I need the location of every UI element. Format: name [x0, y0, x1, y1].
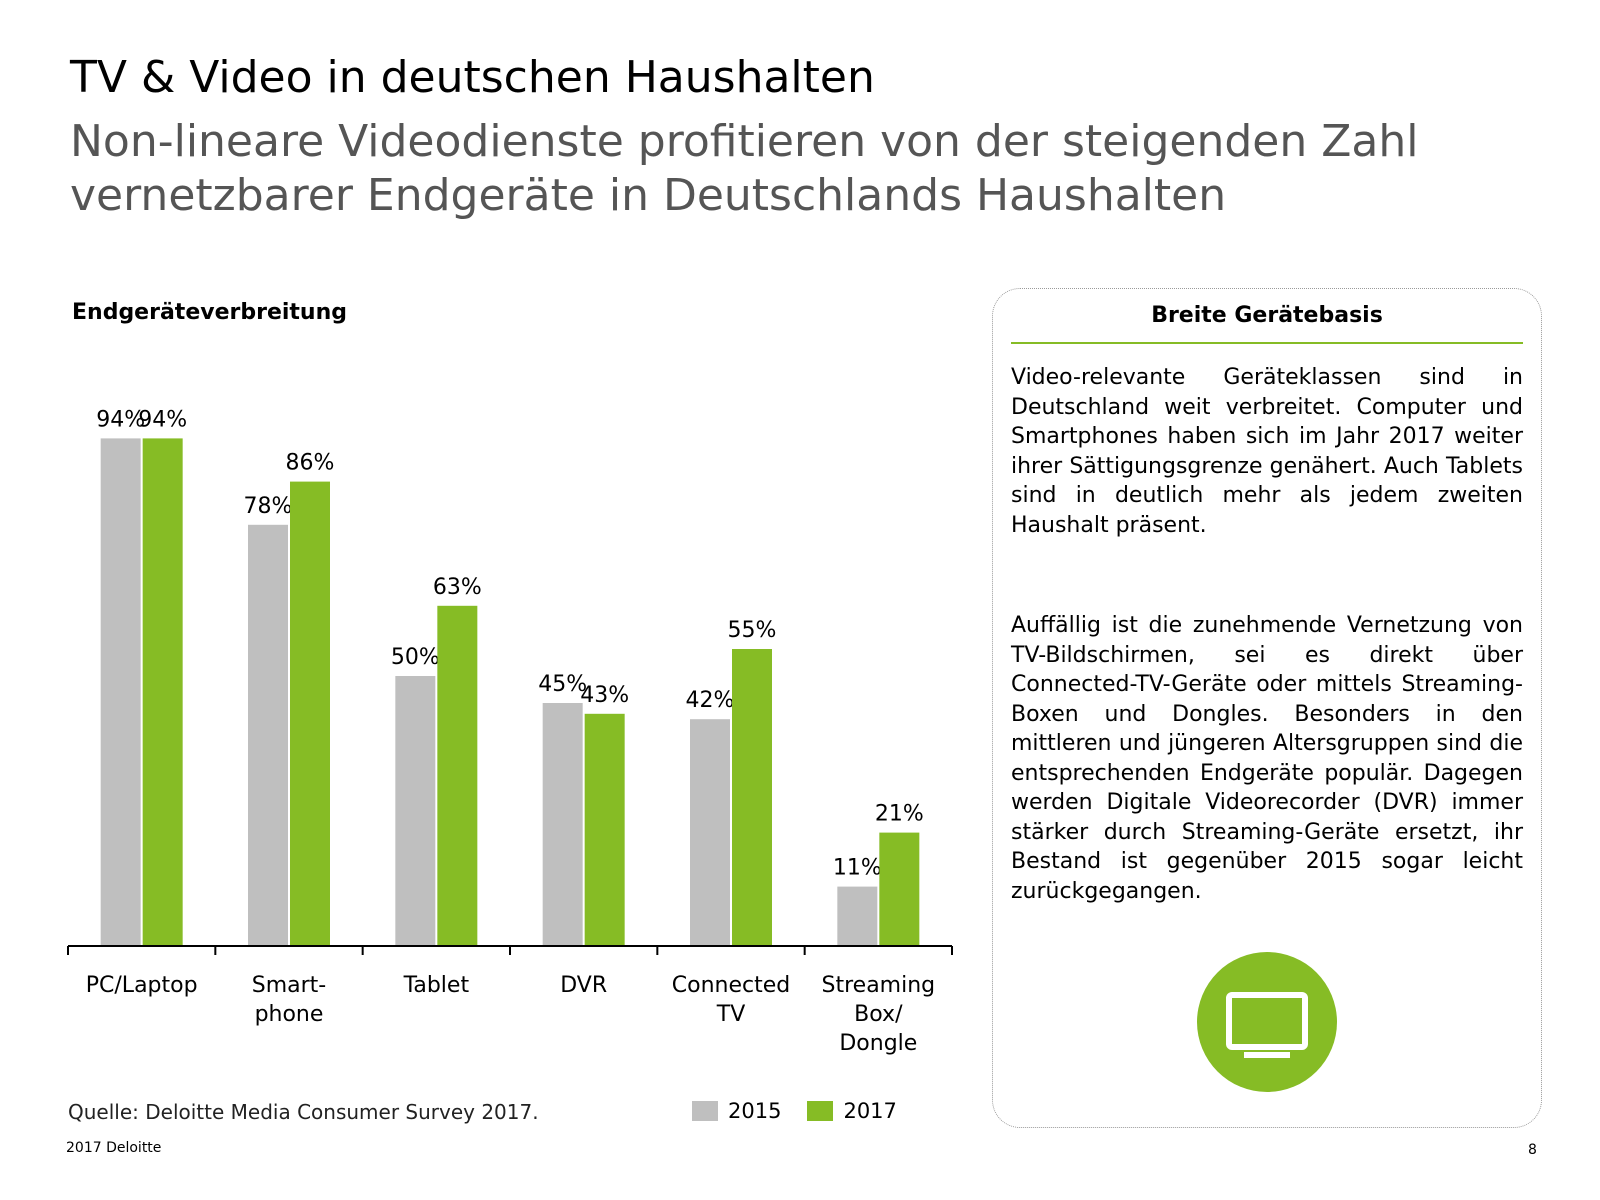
bar-2017-1: [290, 481, 330, 946]
page-number: 8: [1528, 1142, 1537, 1158]
bar-2015-4: [690, 719, 730, 946]
category-label-5-1: Box/: [854, 1002, 903, 1027]
bar-2017-5: [879, 832, 920, 946]
info-paragraph-1: Video-relevante Geräteklassen sind in De…: [1011, 365, 1523, 538]
data-label-2017-5: 21%: [875, 802, 924, 827]
legend-label-2015: 2015: [728, 1099, 782, 1123]
data-label-2015-5: 11%: [833, 856, 882, 881]
category-label-5-2: Dongle: [839, 1031, 917, 1056]
page-title: TV & Video in deutschen Haushalten: [70, 52, 875, 103]
bar-2015-1: [248, 524, 288, 946]
bar-2017-2: [437, 605, 478, 946]
chart-legend: 2015 2017: [692, 1099, 923, 1123]
tv-icon: [1226, 992, 1308, 1058]
bar-2015-5: [837, 886, 878, 946]
data-label-2017-3: 43%: [580, 683, 629, 708]
legend-swatch-2017: [807, 1101, 834, 1121]
bar-2017-3: [584, 713, 625, 946]
info-box-title: Breite Gerätebasis: [1011, 303, 1523, 344]
bar-2015-3: [542, 703, 583, 946]
bar-chart: 94%94% PC/Laptop 78% 86% Smart-phone 50% 63% Ta…: [67, 407, 953, 1056]
info-box: Breite Gerätebasis Video-relevante Gerät…: [992, 288, 1542, 1128]
legend-item-2015: 2015: [692, 1099, 781, 1123]
data-label-2015-0: 94%: [96, 407, 145, 432]
data-label-2017-4: 55%: [728, 618, 777, 643]
info-paragraph-2: Auffällig ist die zunehmende Vernetzung …: [1011, 613, 1523, 904]
data-label-2017-2: 63%: [433, 575, 482, 600]
data-label-2017-0: 94%: [138, 407, 187, 432]
data-label-2015-3: 45%: [538, 672, 587, 697]
chart-title: Endgeräteverbreitung: [72, 300, 347, 325]
data-label-2015-4: 42%: [686, 688, 735, 713]
source-note: Quelle: Deloitte Media Consumer Survey 2…: [68, 1100, 539, 1124]
category-label-4-1: TV: [716, 1002, 746, 1027]
bar-2015-0: [100, 438, 141, 946]
bar-2017-0: [142, 438, 183, 946]
category-label-1-0: Smart-: [252, 973, 327, 998]
legend-item-2017: 2017: [807, 1099, 897, 1123]
page-subtitle: Non-lineare Videodienste profitieren von…: [70, 116, 1419, 221]
category-label-2-0: Tablet: [403, 973, 470, 998]
category-label-0-0: PC/Laptop: [86, 973, 198, 998]
data-label-2015-2: 50%: [391, 645, 440, 670]
bar-2017-4: [732, 649, 772, 946]
bar-2015-2: [395, 676, 436, 946]
data-label-2017-1: 86%: [286, 451, 335, 476]
category-label-4-0: Connected: [672, 973, 790, 998]
category-label-1-1: phone: [255, 1002, 324, 1027]
legend-swatch-2015: [692, 1101, 718, 1121]
tv-badge: [1197, 952, 1337, 1092]
legend-label-2017: 2017: [843, 1099, 897, 1123]
category-label-3-0: DVR: [560, 973, 607, 998]
category-label-5-0: Streaming: [822, 973, 936, 998]
data-label-2015-1: 78%: [244, 494, 293, 519]
footer-brand: 2017 Deloitte: [66, 1140, 162, 1156]
